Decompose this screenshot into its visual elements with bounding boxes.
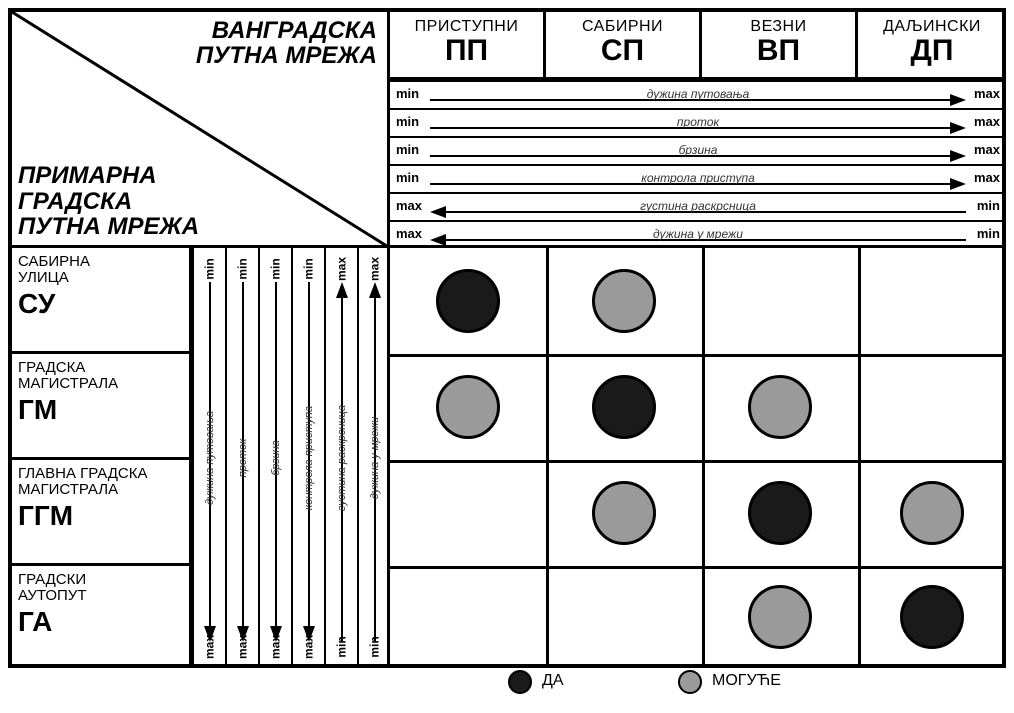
- col-header-2: ВЕЗНИ ВП: [702, 12, 858, 80]
- v-attr-bottom: min: [335, 632, 349, 663]
- v-attr-label: дужина у мрежи: [369, 417, 381, 499]
- col-abbr: СП: [546, 36, 699, 66]
- v-attr-top: min: [236, 254, 250, 285]
- v-attr-bottom: min: [368, 632, 382, 663]
- h-attribute-row: minmaxбрзина: [390, 136, 1006, 164]
- legend-label-yes: ДА: [542, 672, 564, 690]
- v-attr-bottom: max: [203, 632, 217, 663]
- v-attribute-col: min проток max: [225, 248, 258, 668]
- h-attribute-row: maxminгустина раскрсница: [390, 192, 1006, 220]
- matrix-diagram: ВАНГРАДСКАПУТНА МРЕЖА ПРИМАРНАГРАДСКАПУТ…: [8, 8, 1006, 668]
- v-attr-top: max: [368, 254, 382, 285]
- h-attr-label: брзина: [390, 143, 1006, 157]
- col-abbr: ДП: [858, 36, 1006, 66]
- col-header-3: ДАЉИНСКИ ДП: [858, 12, 1006, 80]
- v-attr-top: min: [269, 254, 283, 285]
- col-header-1: САБИРНИ СП: [546, 12, 702, 80]
- h-attr-label: дужина путовања: [390, 87, 1006, 101]
- h-attr-label: проток: [390, 115, 1006, 129]
- row-header-0: САБИРНАУЛИЦА СУ: [12, 248, 192, 354]
- h-attribute-row: minmaxдужина путовања: [390, 80, 1006, 108]
- v-attr-bottom: max: [269, 632, 283, 663]
- v-attr-bottom: max: [302, 632, 316, 663]
- v-attr-top: min: [203, 254, 217, 285]
- col-abbr: ПП: [390, 36, 543, 66]
- matrix-dot-yes: [748, 481, 812, 545]
- v-attr-label: брзина: [270, 440, 282, 476]
- matrix-dot-yes: [436, 269, 500, 333]
- header-top-label: ВАНГРАДСКАПУТНА МРЕЖА: [196, 18, 377, 68]
- matrix-dot-possible: [748, 585, 812, 649]
- matrix-dot-possible: [436, 375, 500, 439]
- v-attribute-col: max дужина у мрежи min: [357, 248, 390, 668]
- horizontal-attributes: minmaxдужина путовањаminmaxпротокminmaxб…: [390, 80, 1006, 248]
- v-attr-top: max: [335, 254, 349, 285]
- row-abbr: СУ: [18, 288, 183, 320]
- h-attribute-row: minmaxконтрола приступа: [390, 164, 1006, 192]
- legend: ДА МОГУЋЕ: [378, 668, 994, 704]
- matrix-dot-possible: [592, 481, 656, 545]
- matrix-dot-possible: [900, 481, 964, 545]
- legend-dot-yes: [508, 670, 532, 694]
- h-attr-label: контрола приступа: [390, 171, 1006, 185]
- v-attribute-col: min контрола приступа max: [291, 248, 324, 668]
- h-attr-label: густина раскрсница: [390, 199, 1006, 213]
- row-subtitle: ГЛАВНА ГРАДСКАМАГИСТРАЛА: [18, 466, 183, 498]
- h-attribute-row: maxminдужина у мрежи: [390, 220, 1006, 248]
- matrix-dot-possible: [748, 375, 812, 439]
- v-attr-label: проток: [237, 439, 249, 478]
- vertical-attributes: min дужина путовања max min проток max min брзи…: [192, 248, 390, 668]
- matrix-grid: [390, 248, 1006, 668]
- legend-label-possible: МОГУЋЕ: [712, 672, 781, 690]
- matrix-dot-yes: [900, 585, 964, 649]
- row-abbr: ГА: [18, 606, 183, 638]
- row-subtitle: ГРАДСКИАУТОПУТ: [18, 572, 183, 604]
- legend-dot-possible: [678, 670, 702, 694]
- header-diagonal: ВАНГРАДСКАПУТНА МРЕЖА ПРИМАРНАГРАДСКАПУТ…: [12, 12, 390, 248]
- v-attr-bottom: max: [236, 632, 250, 663]
- v-attr-top: min: [302, 254, 316, 285]
- row-header-2: ГЛАВНА ГРАДСКАМАГИСТРАЛА ГГМ: [12, 460, 192, 566]
- v-attribute-col: min дужина путовања max: [192, 248, 225, 668]
- row-abbr: ГГМ: [18, 500, 183, 532]
- v-attribute-col: max густина раскрсница min: [324, 248, 357, 668]
- col-header-0: ПРИСТУПНИ ПП: [390, 12, 546, 80]
- row-subtitle: ГРАДСКАМАГИСТРАЛА: [18, 360, 183, 392]
- v-attr-label: контрола приступа: [303, 406, 315, 510]
- row-header-3: ГРАДСКИАУТОПУТ ГА: [12, 566, 192, 668]
- h-attribute-row: minmaxпроток: [390, 108, 1006, 136]
- matrix-dot-yes: [592, 375, 656, 439]
- header-bottom-label: ПРИМАРНАГРАДСКАПУТНА МРЕЖА: [18, 163, 199, 239]
- row-subtitle: САБИРНАУЛИЦА: [18, 254, 183, 286]
- col-abbr: ВП: [702, 36, 855, 66]
- row-header-1: ГРАДСКАМАГИСТРАЛА ГМ: [12, 354, 192, 460]
- row-abbr: ГМ: [18, 394, 183, 426]
- matrix-dot-possible: [592, 269, 656, 333]
- h-attr-label: дужина у мрежи: [390, 227, 1006, 241]
- v-attr-label: густина раскрсница: [336, 405, 348, 511]
- v-attribute-col: min брзина max: [258, 248, 291, 668]
- v-attr-label: дужина путовања: [204, 411, 216, 505]
